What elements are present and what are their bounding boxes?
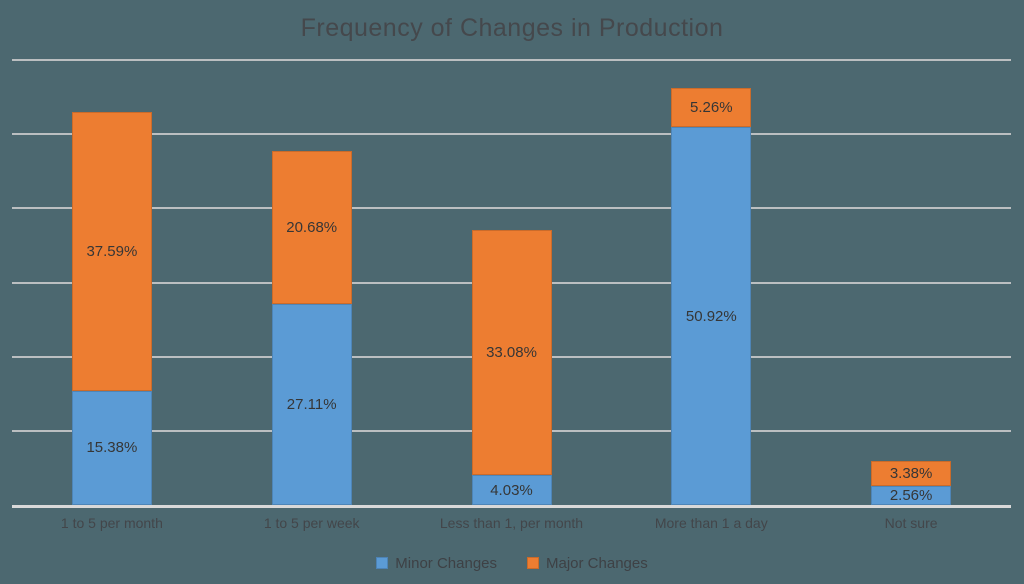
bar-segment-minor-changes: 4.03% <box>471 475 552 505</box>
data-label: 5.26% <box>690 99 733 117</box>
data-label: 50.92% <box>685 307 737 325</box>
chart-title: Frequency of Changes in Production <box>300 14 724 42</box>
data-label: 37.59% <box>86 243 138 261</box>
bar-segment-major-changes: 37.59% <box>71 112 152 391</box>
x-axis-label: 1 to 5 per week <box>263 515 360 531</box>
bar-segment-minor-changes: 2.56% <box>871 486 952 505</box>
x-axis-label: More than 1 a day <box>654 515 768 531</box>
data-label: 15.38% <box>86 439 138 457</box>
data-label: 27.11% <box>286 395 337 413</box>
legend: Minor Changes Major Changes <box>0 552 1024 574</box>
gridline <box>12 59 1011 61</box>
legend-swatch-icon <box>527 557 539 569</box>
legend-label: Major Changes <box>546 554 648 572</box>
legend-swatch-icon <box>376 557 389 569</box>
data-label: 2.56% <box>889 486 933 504</box>
bar-segment-minor-changes: 27.11% <box>271 303 352 505</box>
bar-segment-major-changes: 33.08% <box>471 229 552 476</box>
data-label: 20.68% <box>286 218 338 236</box>
gridline <box>12 207 1011 210</box>
legend-label: Minor Changes <box>395 554 497 572</box>
x-axis-label: Less than 1, per month <box>439 515 584 531</box>
data-label: 33.08% <box>486 343 537 361</box>
bar-segment-major-changes: 20.68% <box>271 150 352 304</box>
x-axis-label: Not sure <box>884 515 938 531</box>
data-label: 4.03% <box>490 481 533 499</box>
x-axis-line <box>12 505 1011 508</box>
bar-segment-major-changes: 3.38% <box>871 460 952 486</box>
legend-item-minor-changes: Minor Changes <box>376 556 497 571</box>
legend-item-major-changes: Major Changes <box>527 556 648 571</box>
x-axis-label: 1 to 5 per month <box>60 515 163 531</box>
data-label: 3.38% <box>889 464 933 482</box>
bar-segment-major-changes: 5.26% <box>671 88 752 128</box>
gridline <box>12 133 1011 136</box>
bar-segment-minor-changes: 50.92% <box>671 127 752 505</box>
bar-segment-minor-changes: 15.38% <box>71 390 152 505</box>
